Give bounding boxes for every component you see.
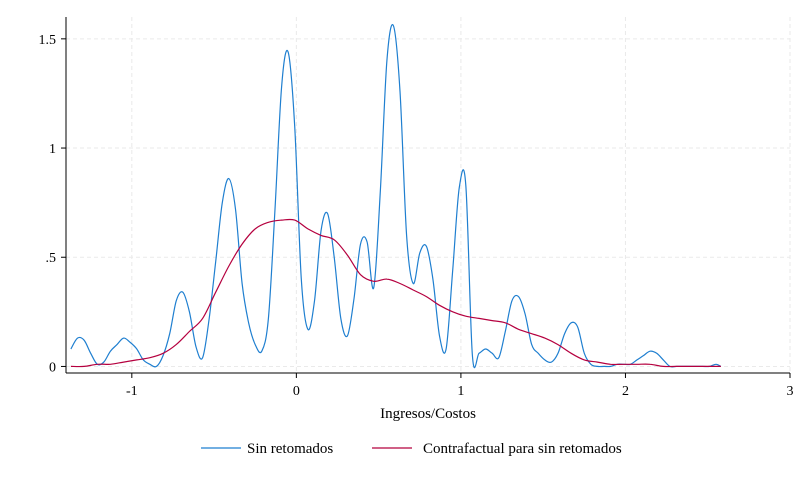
- series-lines: [70, 24, 722, 369]
- series-line-contrafactual: [70, 218, 721, 368]
- x-tick-label: 0: [293, 384, 300, 399]
- y-tick-label: 1.5: [39, 33, 57, 48]
- axes: [61, 17, 791, 378]
- y-tick-label: .5: [46, 251, 57, 266]
- y-tick-label: 0: [49, 360, 56, 375]
- tick-labels: 0 .5 1 1.5 -1 0 1 2 3: [39, 33, 794, 399]
- series-line-sin-retomados: [70, 24, 722, 369]
- legend-label: Sin retomados: [247, 441, 333, 457]
- x-tick-label: 3: [787, 384, 794, 399]
- legend-label: Contrafactual para sin retomados: [423, 441, 622, 457]
- x-tick-label: 1: [457, 384, 464, 399]
- y-tick-label: 1: [49, 142, 56, 157]
- x-tick-label: 2: [622, 384, 629, 399]
- x-axis-title: Ingresos/Costos: [380, 406, 476, 422]
- legend: Sin retomados Contrafactual para sin reto…: [201, 441, 622, 457]
- x-tick-label: -1: [126, 384, 138, 399]
- gridlines: [66, 17, 791, 373]
